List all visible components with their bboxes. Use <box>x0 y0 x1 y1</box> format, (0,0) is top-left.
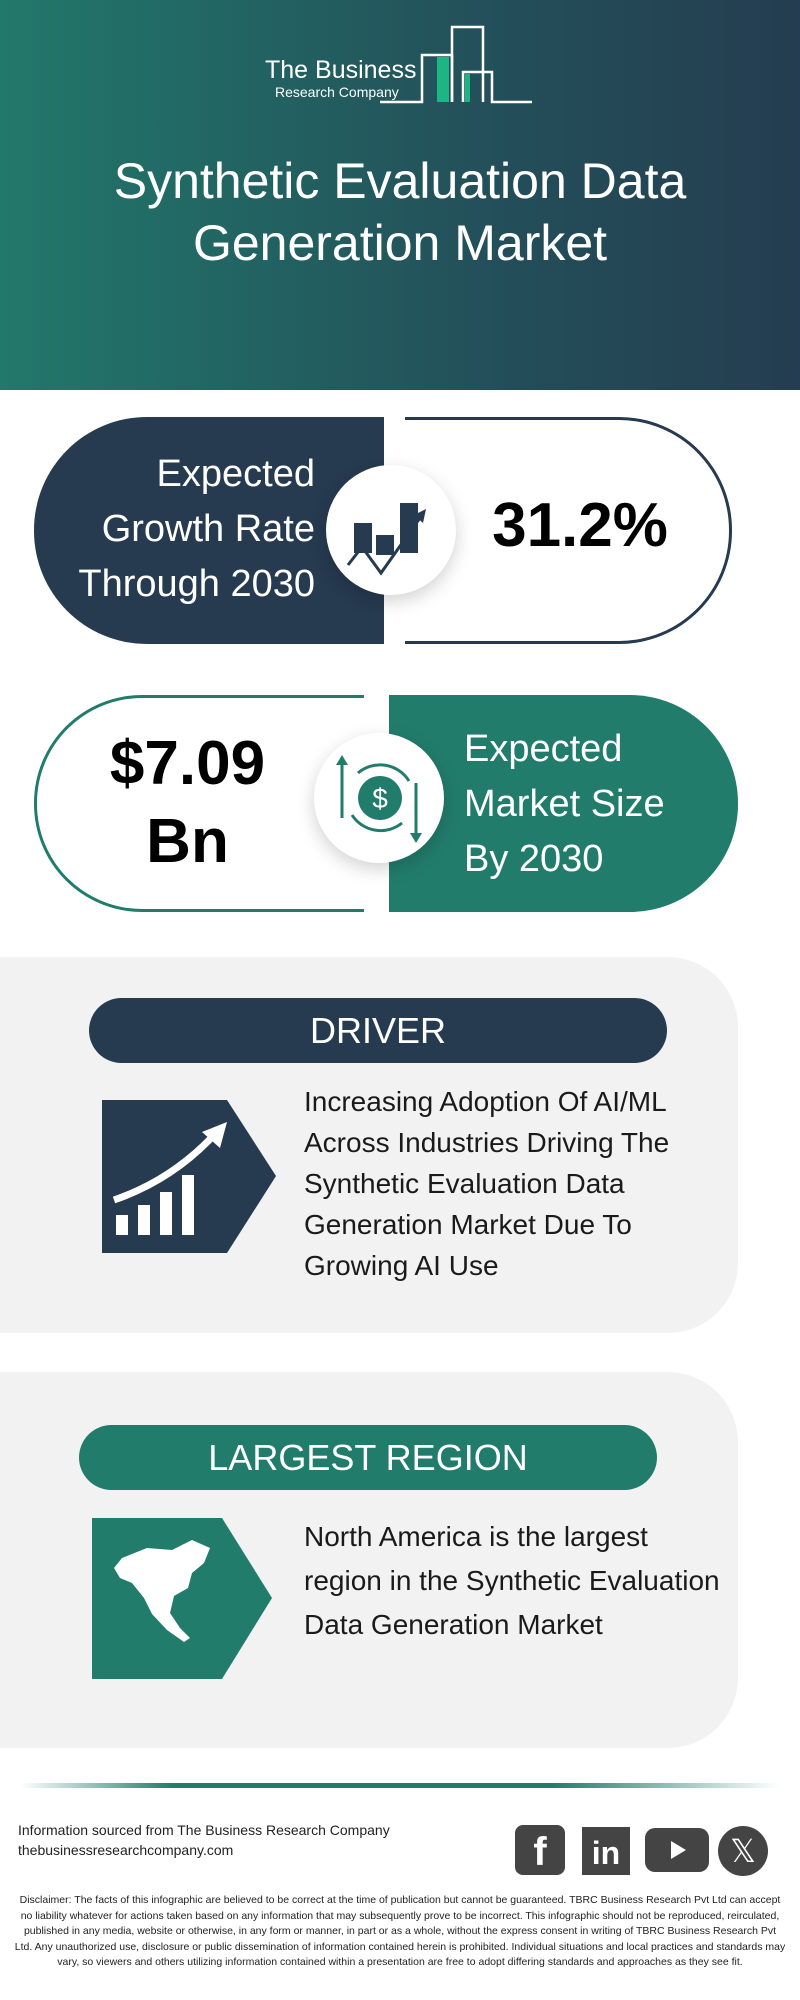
page-title: Synthetic Evaluation Data Generation Mar… <box>0 150 800 274</box>
source-info: Information sourced from The Business Re… <box>18 1820 390 1860</box>
logo-subtext: Research Company <box>275 84 399 100</box>
disclaimer: Disclaimer: The facts of this infographi… <box>14 1894 786 1968</box>
linkedin-icon[interactable]: in <box>582 1827 630 1875</box>
dollar-exchange-icon: $ <box>336 755 422 843</box>
market-label-panel <box>389 695 738 912</box>
label-line: Growth Rate <box>101 508 315 550</box>
market-value: $7.09 Bn <box>60 725 315 881</box>
website-link[interactable]: thebusinessresearchcompany.com <box>18 1842 234 1858</box>
svg-text:$: $ <box>372 783 388 814</box>
market-value-panel <box>34 695 364 912</box>
rising-bars-icon <box>102 1100 276 1253</box>
growth-icon-circle <box>326 465 456 595</box>
growth-label-panel <box>34 417 384 644</box>
driver-text: Increasing Adoption Of AI/ML Across Indu… <box>304 1086 670 1281</box>
driver-heading: DRIVER <box>89 998 667 1063</box>
title-line: Synthetic Evaluation Data <box>113 153 687 209</box>
growth-label: Expected Growth Rate Through 2030 <box>40 447 315 612</box>
growth-value: 31.2% <box>492 491 668 560</box>
label-line: Expected <box>156 453 315 495</box>
value-line: Bn <box>146 807 229 876</box>
region-text: North America is the largest region in t… <box>304 1521 720 1640</box>
growth-value-panel <box>405 417 732 644</box>
value-line: $7.09 <box>109 729 266 798</box>
label-line: By 2030 <box>464 838 604 880</box>
north-america-map-icon <box>92 1518 272 1679</box>
growth-chart-icon <box>346 503 426 576</box>
source-text: Information sourced from The Business Re… <box>18 1822 390 1838</box>
market-label: Expected Market Size By 2030 <box>464 722 665 887</box>
logo-text: The Business <box>265 56 417 84</box>
facebook-icon[interactable]: f <box>515 1825 565 1875</box>
youtube-icon[interactable] <box>645 1828 709 1872</box>
logo-buildings-icon <box>380 25 532 104</box>
header-banner: The Business Research Company Synthetic … <box>0 0 800 390</box>
region-heading: LARGEST REGION <box>79 1425 657 1490</box>
divider <box>20 1783 780 1788</box>
x-icon[interactable]: 𝕏 <box>718 1826 768 1876</box>
label-line: Expected <box>464 728 623 770</box>
market-icon-circle: $ <box>314 733 444 863</box>
title-line: Generation Market <box>192 215 608 271</box>
label-line: Market Size <box>464 783 665 825</box>
label-line: Through 2030 <box>78 563 315 605</box>
